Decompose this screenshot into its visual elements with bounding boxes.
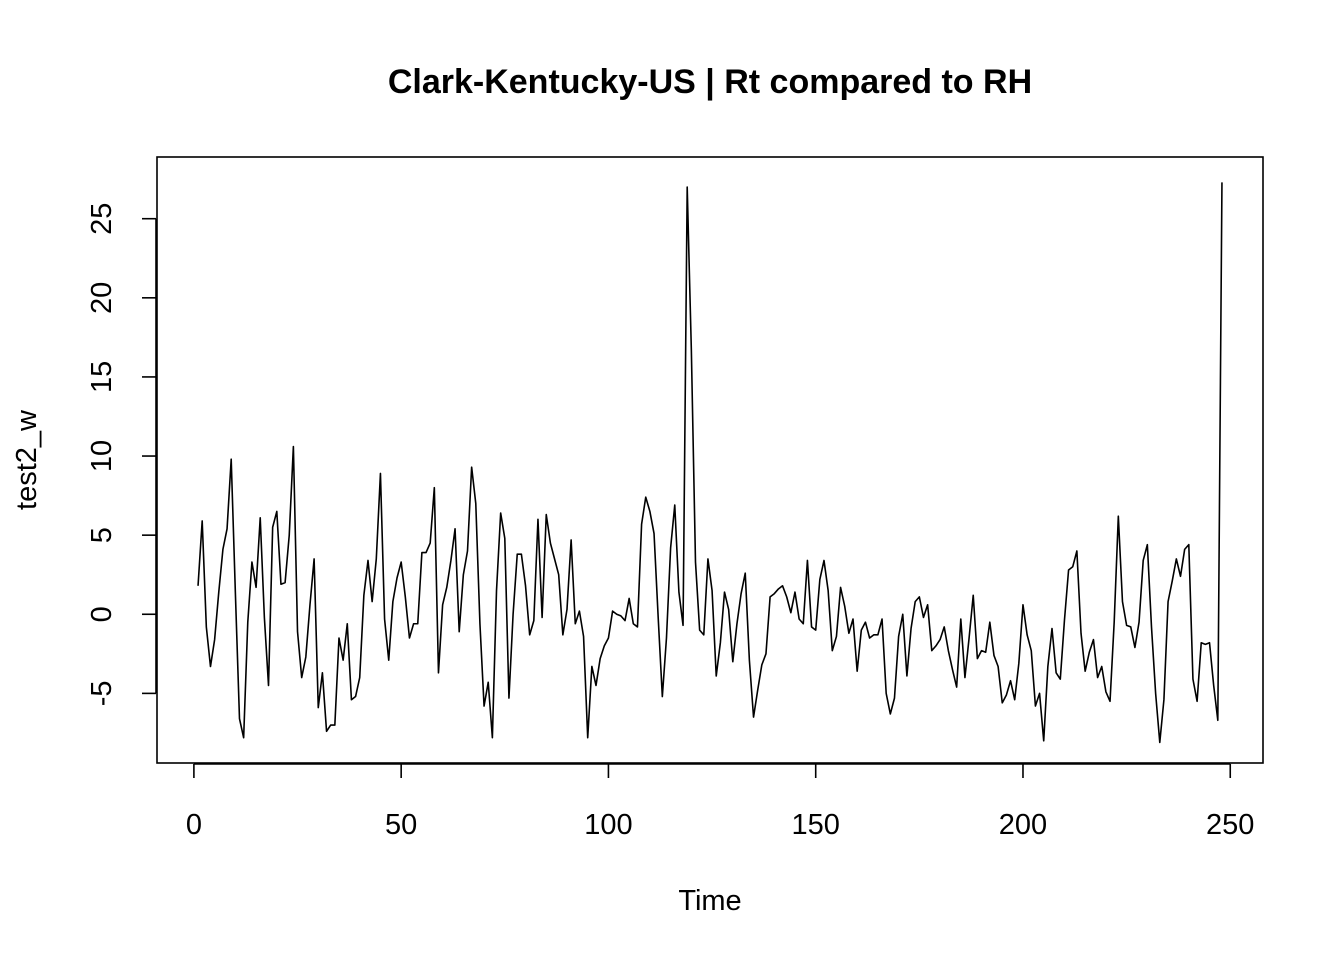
x-tick-label: 250	[1206, 809, 1254, 841]
x-axis-label: Time	[678, 885, 741, 917]
x-tick-label: 150	[792, 809, 840, 841]
x-tick-label: 0	[186, 809, 202, 841]
y-tick-label: 0	[86, 606, 118, 622]
y-tick-label: 25	[86, 203, 118, 235]
chart-title: Clark-Kentucky-US | Rt compared to RH	[388, 63, 1032, 101]
y-tick-label: 20	[86, 282, 118, 314]
y-tick-label: 10	[86, 440, 118, 472]
y-axis: -5 0 5 10 15 20 25	[86, 203, 156, 707]
series-line	[198, 182, 1222, 742]
y-tick-label: 5	[86, 527, 118, 543]
x-tick-label: 200	[999, 809, 1047, 841]
y-tick-label: 15	[86, 361, 118, 393]
x-tick-label: 100	[584, 809, 632, 841]
x-tick-label: 50	[385, 809, 417, 841]
y-tick-label: -5	[86, 680, 118, 706]
y-axis-label: test2_w	[11, 409, 43, 510]
x-axis: 0 50 100 150 200 250	[186, 764, 1255, 841]
